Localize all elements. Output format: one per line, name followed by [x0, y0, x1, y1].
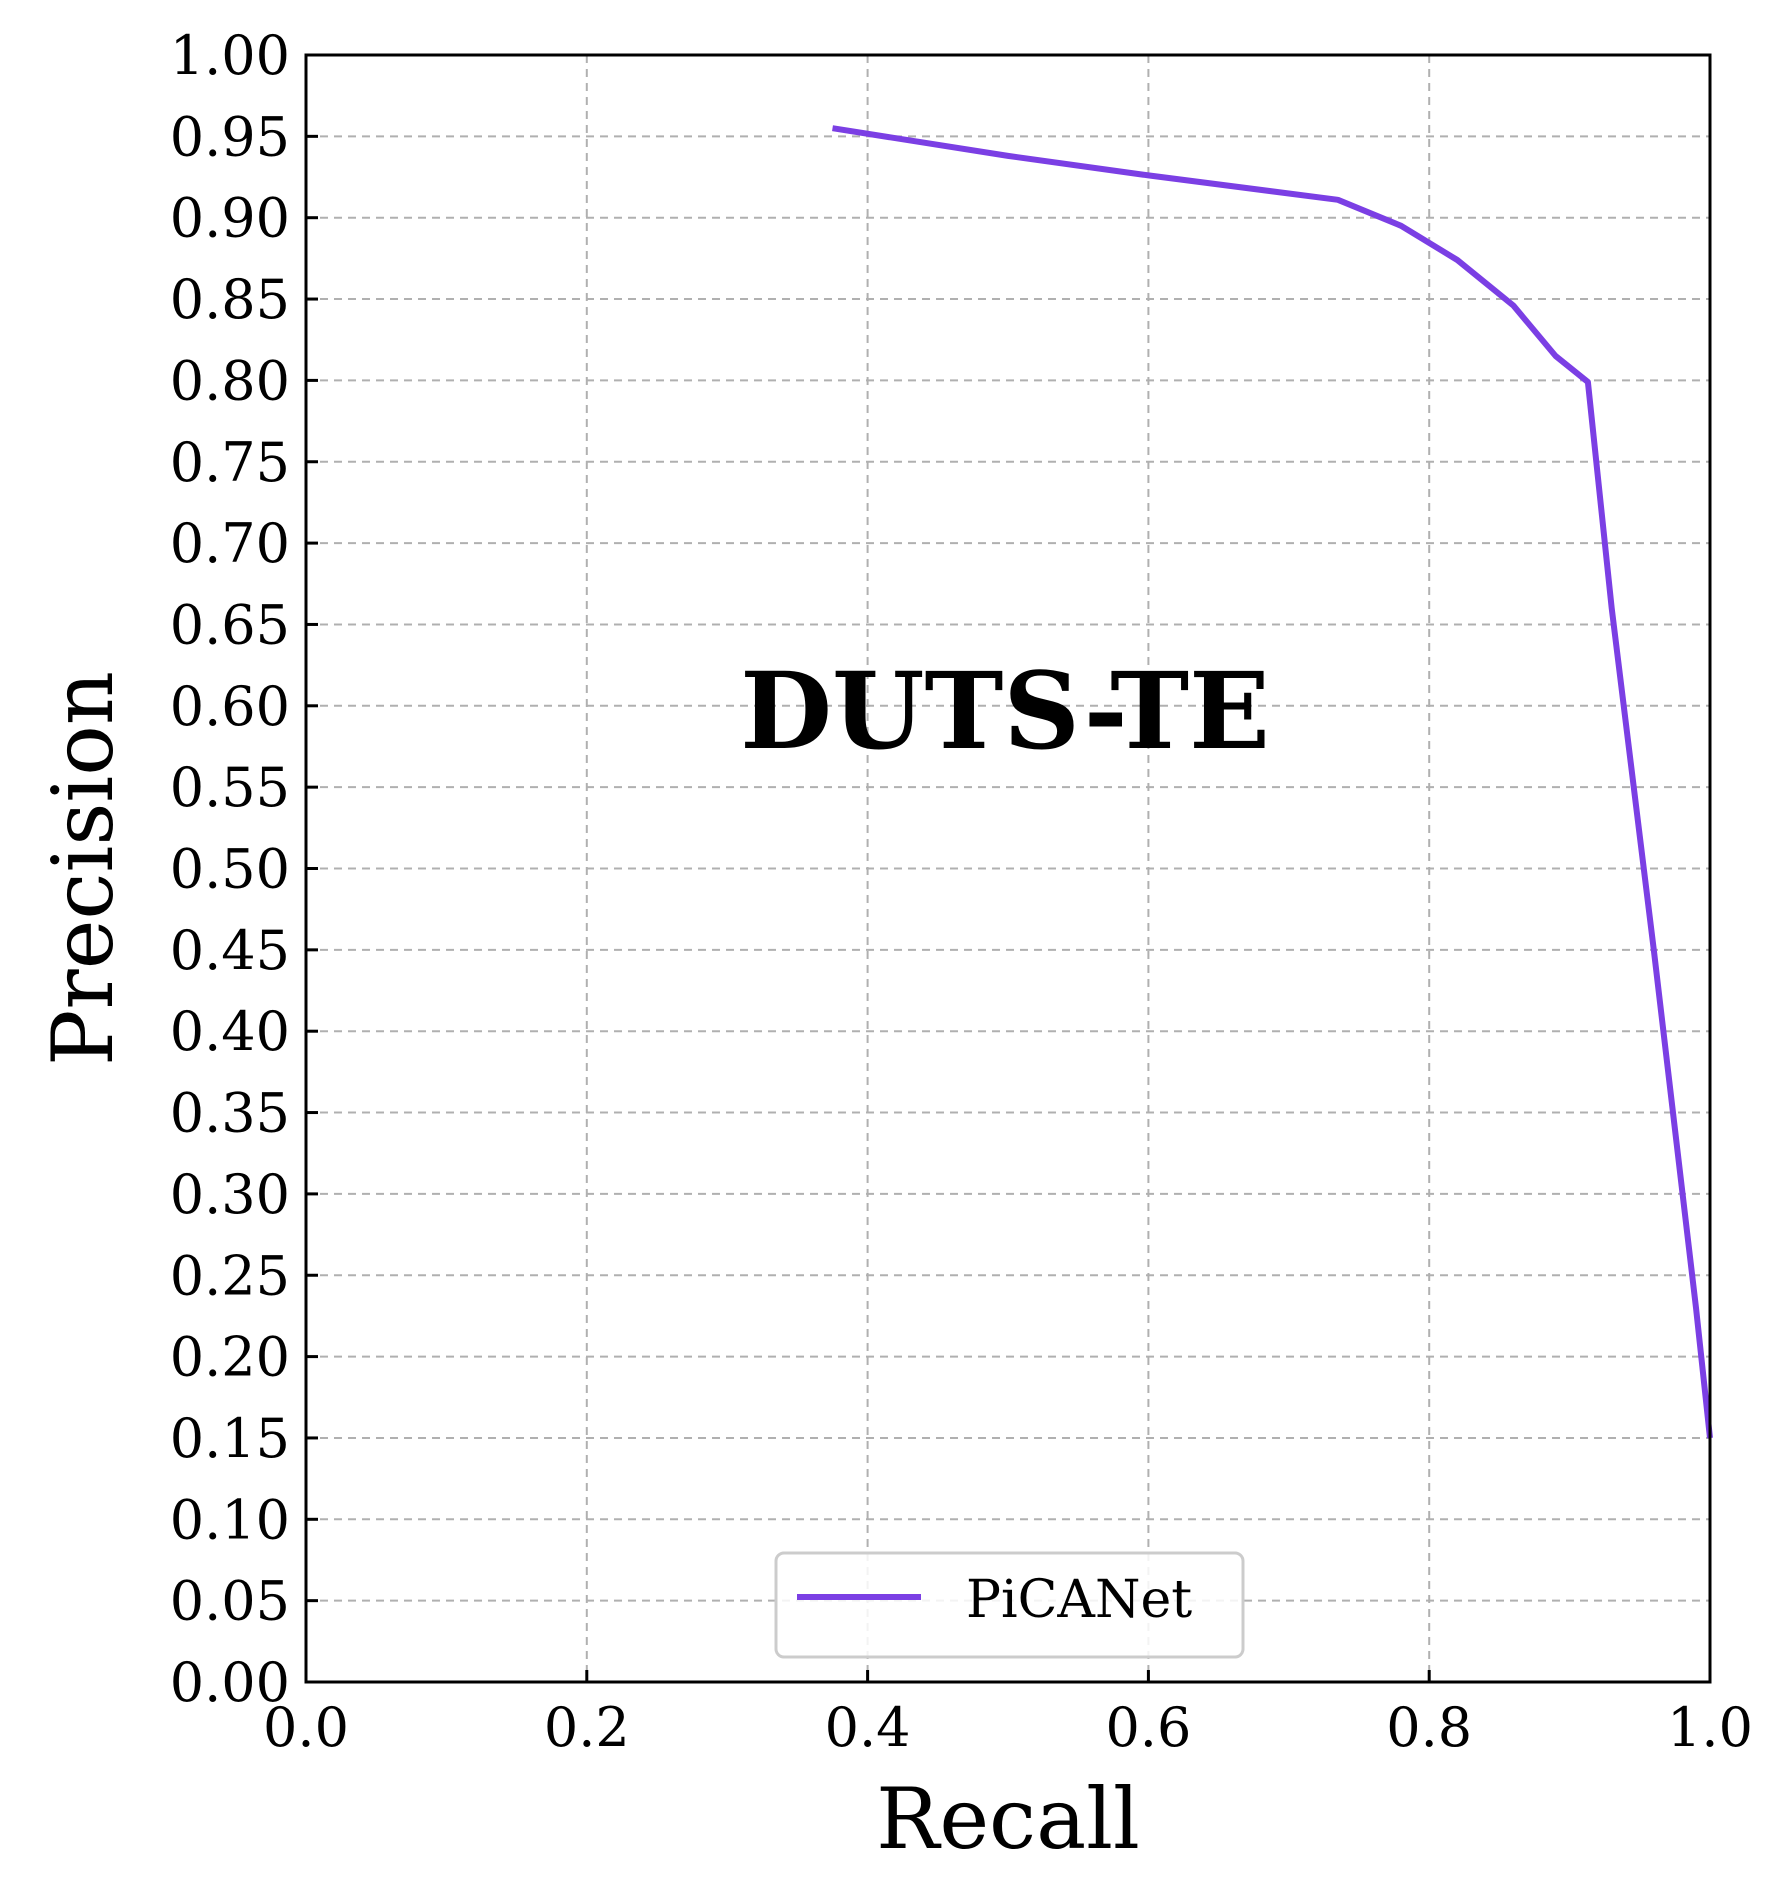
y-tick-label: 0.35 [170, 1082, 290, 1145]
y-tick-label: 0.60 [170, 675, 290, 738]
x-axis-label: Recall [876, 1770, 1140, 1868]
y-tick-label: 0.05 [170, 1570, 290, 1633]
y-tick-label: 0.95 [170, 105, 290, 168]
chart-annotation: DUTS-TE [740, 648, 1270, 773]
y-tick-label: 0.20 [170, 1326, 290, 1389]
y-tick-label: 0.90 [170, 187, 290, 250]
legend-label: PiCANet [966, 1570, 1192, 1630]
x-tick-label: 0.4 [825, 1696, 911, 1759]
y-tick-label: 0.45 [170, 919, 290, 982]
y-tick-label: 0.75 [170, 431, 290, 494]
legend: PiCANet [774, 1551, 1245, 1659]
y-tick-label: 0.30 [170, 1163, 290, 1226]
y-axis-label: Precision [34, 671, 132, 1066]
y-tick-label: 0.55 [170, 756, 290, 819]
y-tick-label: 0.70 [170, 512, 290, 575]
y-tick-label: 0.00 [170, 1651, 290, 1714]
y-tick-label: 0.80 [170, 349, 290, 412]
x-tick-label: 0.6 [1105, 1696, 1191, 1759]
y-tick-label: 0.50 [170, 838, 290, 901]
ticks: 0.0 0.2 0.4 0.6 0.8 1.0 0.00 0.05 0.10 0.15 0.20 0.… [170, 24, 1753, 1759]
y-tick-label: 0.10 [170, 1488, 290, 1551]
x-tick-label: 0.0 [263, 1696, 349, 1759]
y-tick-label: 0.40 [170, 1000, 290, 1063]
y-tick-label: 0.25 [170, 1244, 290, 1307]
x-tick-label: 0.2 [544, 1696, 630, 1759]
x-tick-label: 1.0 [1667, 1696, 1753, 1759]
series-layer [832, 125, 1713, 1439]
y-tick-label: 0.85 [170, 268, 290, 331]
legend-box [774, 1551, 1245, 1659]
y-tick-label: 0.65 [170, 593, 290, 656]
x-tick-label: 0.8 [1386, 1696, 1472, 1759]
y-tick-label: 1.00 [170, 24, 290, 87]
grid [306, 55, 1710, 1682]
series-line [832, 125, 1713, 1439]
y-tick-label: 0.15 [170, 1407, 290, 1470]
